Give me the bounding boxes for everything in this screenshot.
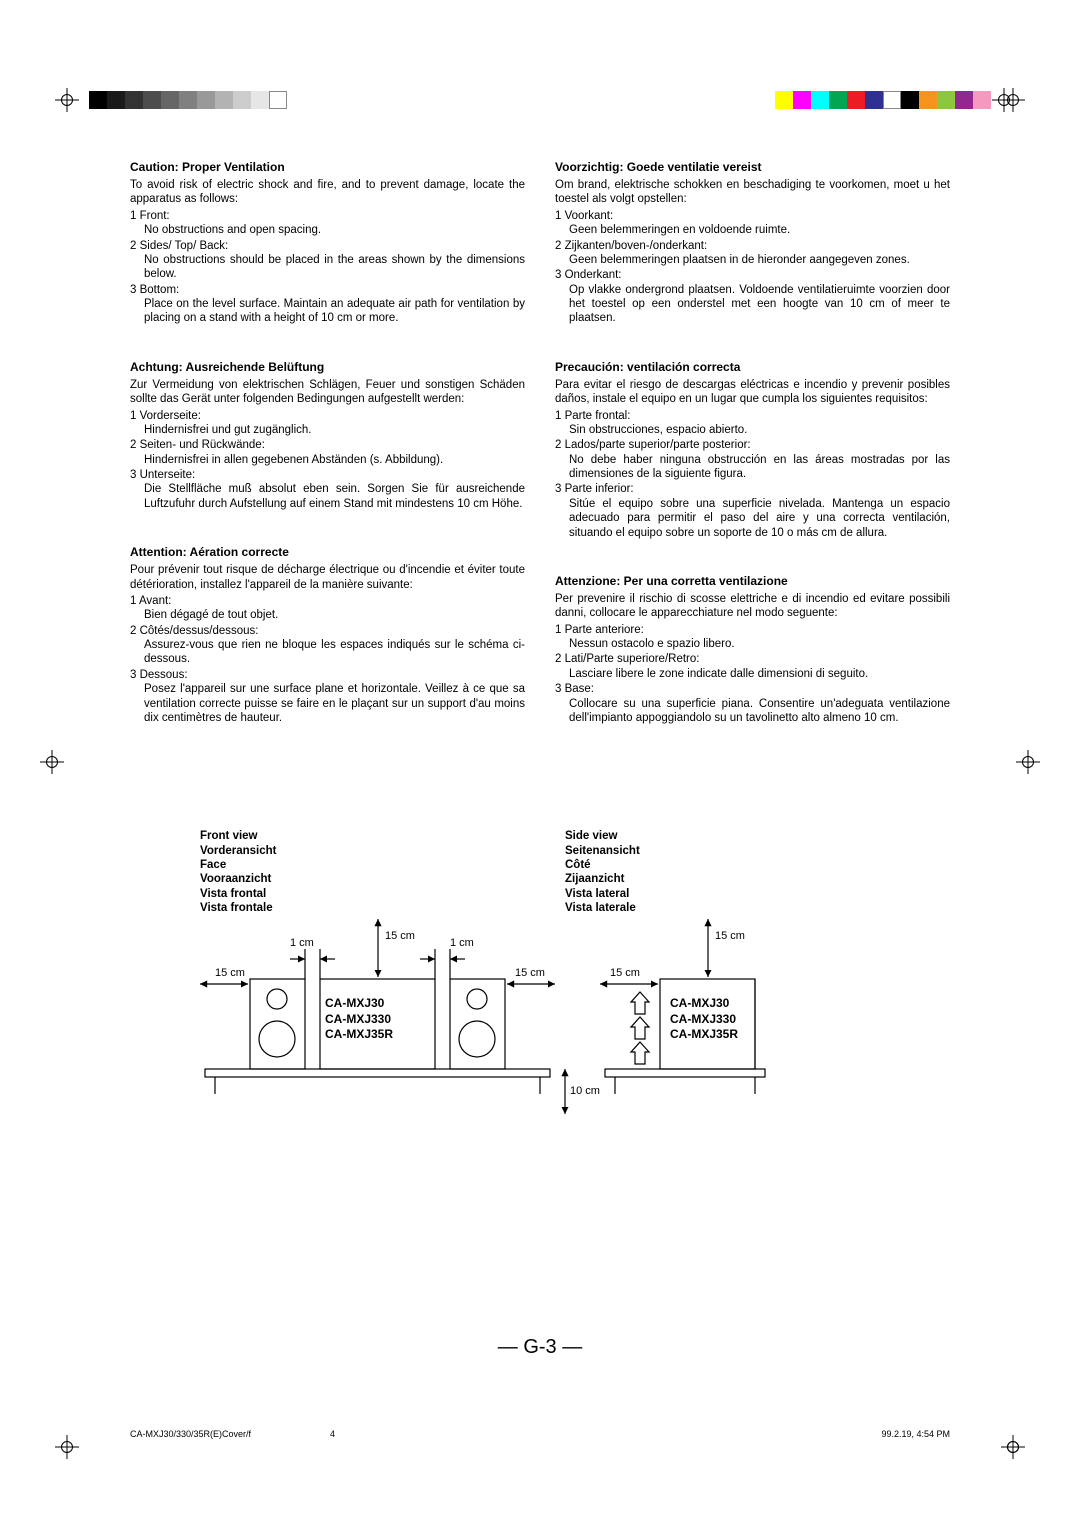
- section-title: Precaución: ventilación correcta: [555, 360, 950, 375]
- grayscale-swatches: [89, 91, 287, 109]
- item-head: 1 Front:: [130, 209, 525, 223]
- section-title: Voorzichtig: Goede ventilatie vereist: [555, 160, 950, 175]
- item-head: 3 Base:: [555, 682, 950, 696]
- section-title: Attenzione: Per una corretta ventilazion…: [555, 574, 950, 589]
- left-column: Caution: Proper Ventilation To avoid ris…: [130, 160, 525, 759]
- section-de: Achtung: Ausreichende Belüftung Zur Verm…: [130, 360, 525, 511]
- right-column: Voorzichtig: Goede ventilatie vereist Om…: [555, 160, 950, 759]
- item-body: Nessun ostacolo e spazio libero.: [555, 637, 950, 651]
- dim-10cm: 10 cm: [570, 1085, 600, 1097]
- front-view-labels: Front viewVorderansichtFaceVooraanzichtV…: [200, 829, 276, 915]
- section-it: Attenzione: Per una corretta ventilazion…: [555, 574, 950, 725]
- item-body: Sitúe el equipo sobre una superficie niv…: [555, 497, 950, 540]
- diagram-svg: 15 cm 15 cm 1 cm 1 cm 15 cm 10 cm 15 cm …: [190, 914, 910, 1144]
- item-head: 1 Voorkant:: [555, 209, 950, 223]
- section-title: Caution: Proper Ventilation: [130, 160, 525, 175]
- item-body: Collocare su una superficie piana. Conse…: [555, 697, 950, 726]
- item-head: 3 Bottom:: [130, 283, 525, 297]
- dim-15cm: 15 cm: [715, 930, 745, 942]
- item-body: Hindernisfrei und gut zugänglich.: [130, 423, 525, 437]
- page-number: — G-3 —: [498, 1336, 582, 1359]
- section-en: Caution: Proper Ventilation To avoid ris…: [130, 160, 525, 326]
- dim-15cm: 15 cm: [215, 967, 245, 979]
- item-body: Sin obstrucciones, espacio abierto.: [555, 423, 950, 437]
- item-head: 1 Avant:: [130, 594, 525, 608]
- section-intro: Per prevenire il rischio di scosse elett…: [555, 592, 950, 621]
- color-swatches: [775, 91, 991, 109]
- item-body: Geen belemmeringen en voldoende ruimte.: [555, 223, 950, 237]
- section-title: Attention: Aération correcte: [130, 545, 525, 560]
- dim-1cm: 1 cm: [290, 937, 314, 949]
- crosshair-icon: [1016, 750, 1040, 774]
- section-intro: To avoid risk of electric shock and fire…: [130, 178, 525, 207]
- item-head: 2 Côtés/dessus/dessous:: [130, 624, 525, 638]
- model-label-side: CA-MXJ30 CA-MXJ330 CA-MXJ35R: [670, 996, 738, 1043]
- section-intro: Om brand, elektrische schokken en bescha…: [555, 178, 950, 207]
- side-view-labels: Side viewSeitenansichtCôtéZijaanzichtVis…: [565, 829, 640, 915]
- dim-15cm: 15 cm: [610, 967, 640, 979]
- item-head: 1 Parte frontal:: [555, 409, 950, 423]
- item-body: Die Stellfläche muß absolut eben sein. S…: [130, 482, 525, 511]
- section-intro: Zur Vermeidung von elektrischen Schlägen…: [130, 378, 525, 407]
- item-head: 2 Seiten- und Rückwände:: [130, 438, 525, 452]
- item-body: No obstructions and open spacing.: [130, 223, 525, 237]
- section-intro: Para evitar el riesgo de descargas eléct…: [555, 378, 950, 407]
- section-title: Achtung: Ausreichende Belüftung: [130, 360, 525, 375]
- item-head: 1 Vorderseite:: [130, 409, 525, 423]
- item-head: 2 Sides/ Top/ Back:: [130, 239, 525, 253]
- crosshair-icon: [1001, 1435, 1025, 1459]
- item-head: 2 Lati/Parte superiore/Retro:: [555, 652, 950, 666]
- model-label-front: CA-MXJ30 CA-MXJ330 CA-MXJ35R: [325, 996, 393, 1043]
- item-body: Lasciare libere le zone indicate dalle d…: [555, 667, 950, 681]
- dim-15cm: 15 cm: [385, 930, 415, 942]
- page-content: Caution: Proper Ventilation To avoid ris…: [130, 160, 950, 1149]
- item-head: 3 Dessous:: [130, 668, 525, 682]
- section-es: Precaución: ventilación correcta Para ev…: [555, 360, 950, 540]
- item-head: 2 Lados/parte superior/parte posterior:: [555, 438, 950, 452]
- item-body: No debe haber ninguna obstrucción en las…: [555, 453, 950, 482]
- item-head: 3 Unterseite:: [130, 468, 525, 482]
- section-fr: Attention: Aération correcte Pour préven…: [130, 545, 525, 725]
- item-body: Op vlakke ondergrond plaatsen. Voldoende…: [555, 283, 950, 326]
- item-head: 3 Onderkant:: [555, 268, 950, 282]
- dim-15cm: 15 cm: [515, 967, 545, 979]
- dim-1cm: 1 cm: [450, 937, 474, 949]
- registration-row-top: [0, 88, 1080, 112]
- item-body: Place on the level surface. Maintain an …: [130, 297, 525, 326]
- item-body: No obstructions should be placed in the …: [130, 253, 525, 282]
- item-body: Geen belemmeringen plaatsen in de hieron…: [555, 253, 950, 267]
- registration-row-bottom: [0, 1435, 1080, 1459]
- crosshair-icon: [55, 1435, 79, 1459]
- crosshair-icon: [40, 750, 64, 774]
- section-nl: Voorzichtig: Goede ventilatie vereist Om…: [555, 160, 950, 326]
- ventilation-diagram: Front viewVorderansichtFaceVooraanzichtV…: [130, 829, 950, 1149]
- item-body: Posez l'appareil sur une surface plane e…: [130, 682, 525, 725]
- crosshair-icon: [55, 88, 79, 112]
- section-intro: Pour prévenir tout risque de décharge él…: [130, 563, 525, 592]
- item-body: Hindernisfrei in allen gegebenen Abständ…: [130, 453, 525, 467]
- item-head: 2 Zijkanten/boven-/onderkant:: [555, 239, 950, 253]
- item-body: Assurez-vous que rien ne bloque les espa…: [130, 638, 525, 667]
- item-head: 3 Parte inferior:: [555, 482, 950, 496]
- item-body: Bien dégagé de tout objet.: [130, 608, 525, 622]
- crosshair-icon: [1001, 88, 1025, 112]
- item-head: 1 Parte anteriore:: [555, 623, 950, 637]
